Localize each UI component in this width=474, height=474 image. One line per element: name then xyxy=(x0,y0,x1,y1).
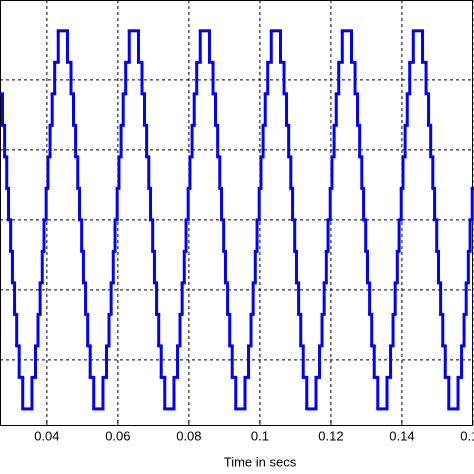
x-tick-label: 0.12 xyxy=(318,428,343,443)
x-tick-label: 0.06 xyxy=(105,428,130,443)
x-axis-label: Time in secs xyxy=(224,454,297,469)
x-tick-label: 0.08 xyxy=(176,428,201,443)
x-tick-label: 0.1 xyxy=(251,428,269,443)
x-tick-label: 0.16 xyxy=(460,428,474,443)
x-tick-label: 0.04 xyxy=(34,428,59,443)
x-tick-label: 0.14 xyxy=(389,428,414,443)
